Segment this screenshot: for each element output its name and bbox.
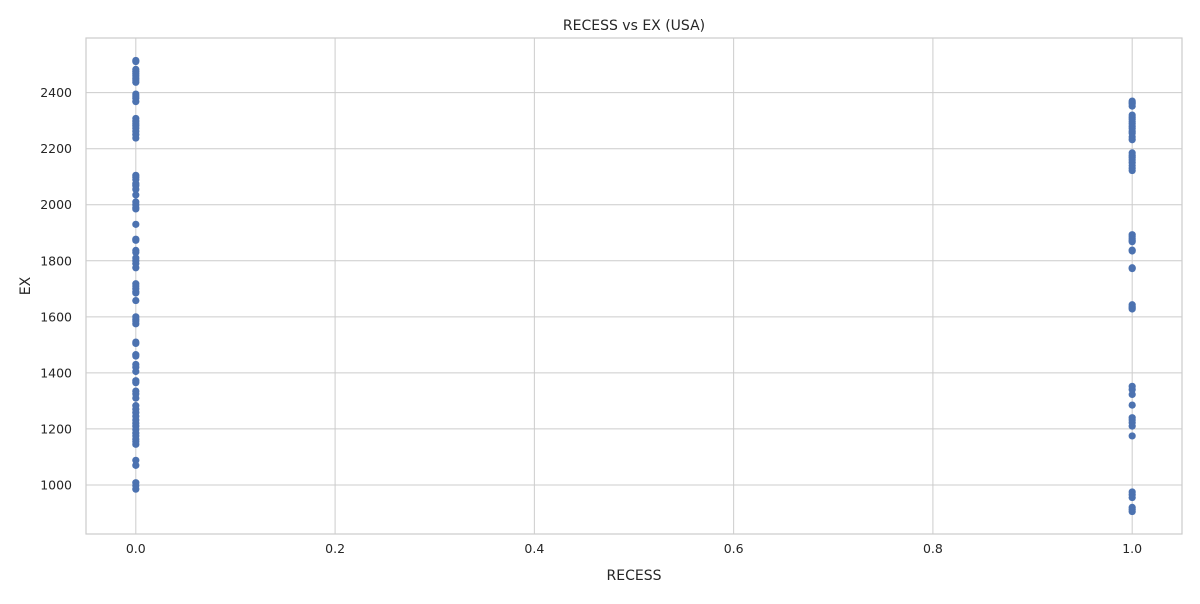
scatter-point [132, 220, 140, 228]
x-tick-labels: 0.0 0.2 0.4 0.6 0.8 1.0 [126, 541, 1142, 556]
scatter-points [132, 56, 1136, 516]
scatter-point [132, 191, 140, 199]
scatter-point [132, 57, 140, 66]
y-tick-label: 2400 [40, 85, 72, 100]
x-tick-label: 0.6 [724, 541, 744, 556]
scatter-point [132, 78, 140, 86]
scatter-point [1128, 247, 1136, 255]
scatter-point [1128, 265, 1136, 273]
scatter-point [132, 394, 140, 402]
x-axis-label: RECESS [607, 568, 662, 584]
scatter-point [1128, 305, 1136, 313]
scatter-point [132, 461, 140, 469]
y-tick-label: 2000 [40, 197, 72, 212]
y-tick-label: 1000 [40, 477, 72, 492]
scatter-point [1128, 238, 1136, 246]
scatter-point [132, 440, 140, 448]
scatter-point [132, 320, 140, 328]
scatter-point [1128, 390, 1136, 399]
x-tick-label: 1.0 [1122, 541, 1142, 556]
scatter-point [132, 485, 140, 493]
y-tick-label: 1200 [40, 421, 72, 436]
scatter-point [132, 205, 140, 213]
scatter-point [132, 248, 140, 256]
scatter-point [132, 296, 140, 305]
scatter-point [132, 352, 140, 360]
chart-title: RECESS vs EX (USA) [563, 18, 705, 34]
y-tick-label: 1800 [40, 253, 72, 268]
scatter-point [1128, 136, 1136, 144]
x-tick-label: 0.2 [325, 541, 345, 556]
scatter-point [132, 289, 140, 297]
x-tick-label: 0.8 [923, 541, 943, 556]
scatter-point [132, 98, 140, 106]
scatter-point [1128, 493, 1136, 502]
scatter-point [1128, 102, 1136, 110]
scatter-point [132, 236, 140, 244]
scatter-point [1128, 432, 1136, 440]
y-tick-labels: 1000 1200 1400 1600 1800 2000 2200 2400 [40, 85, 72, 492]
y-tick-label: 2200 [40, 141, 72, 156]
scatter-point [1128, 166, 1136, 175]
scatter-point [132, 264, 140, 272]
scatter-point [1128, 401, 1136, 409]
scatter-point [132, 339, 140, 348]
scatter-point [132, 456, 140, 464]
scatter-point [132, 379, 140, 387]
x-tick-label: 0.0 [126, 541, 146, 556]
plot-frame [85, 37, 1183, 535]
scatter-point [132, 134, 140, 142]
y-axis-label: EX [18, 276, 34, 295]
scatter-point [132, 367, 140, 376]
scatter-point [1128, 507, 1136, 516]
y-tick-label: 1600 [40, 309, 72, 324]
x-tick-label: 0.4 [524, 541, 544, 556]
y-tick-label: 1400 [40, 365, 72, 380]
scatter-point [1128, 422, 1136, 430]
scatter-point [132, 185, 140, 193]
grid [86, 38, 1182, 534]
